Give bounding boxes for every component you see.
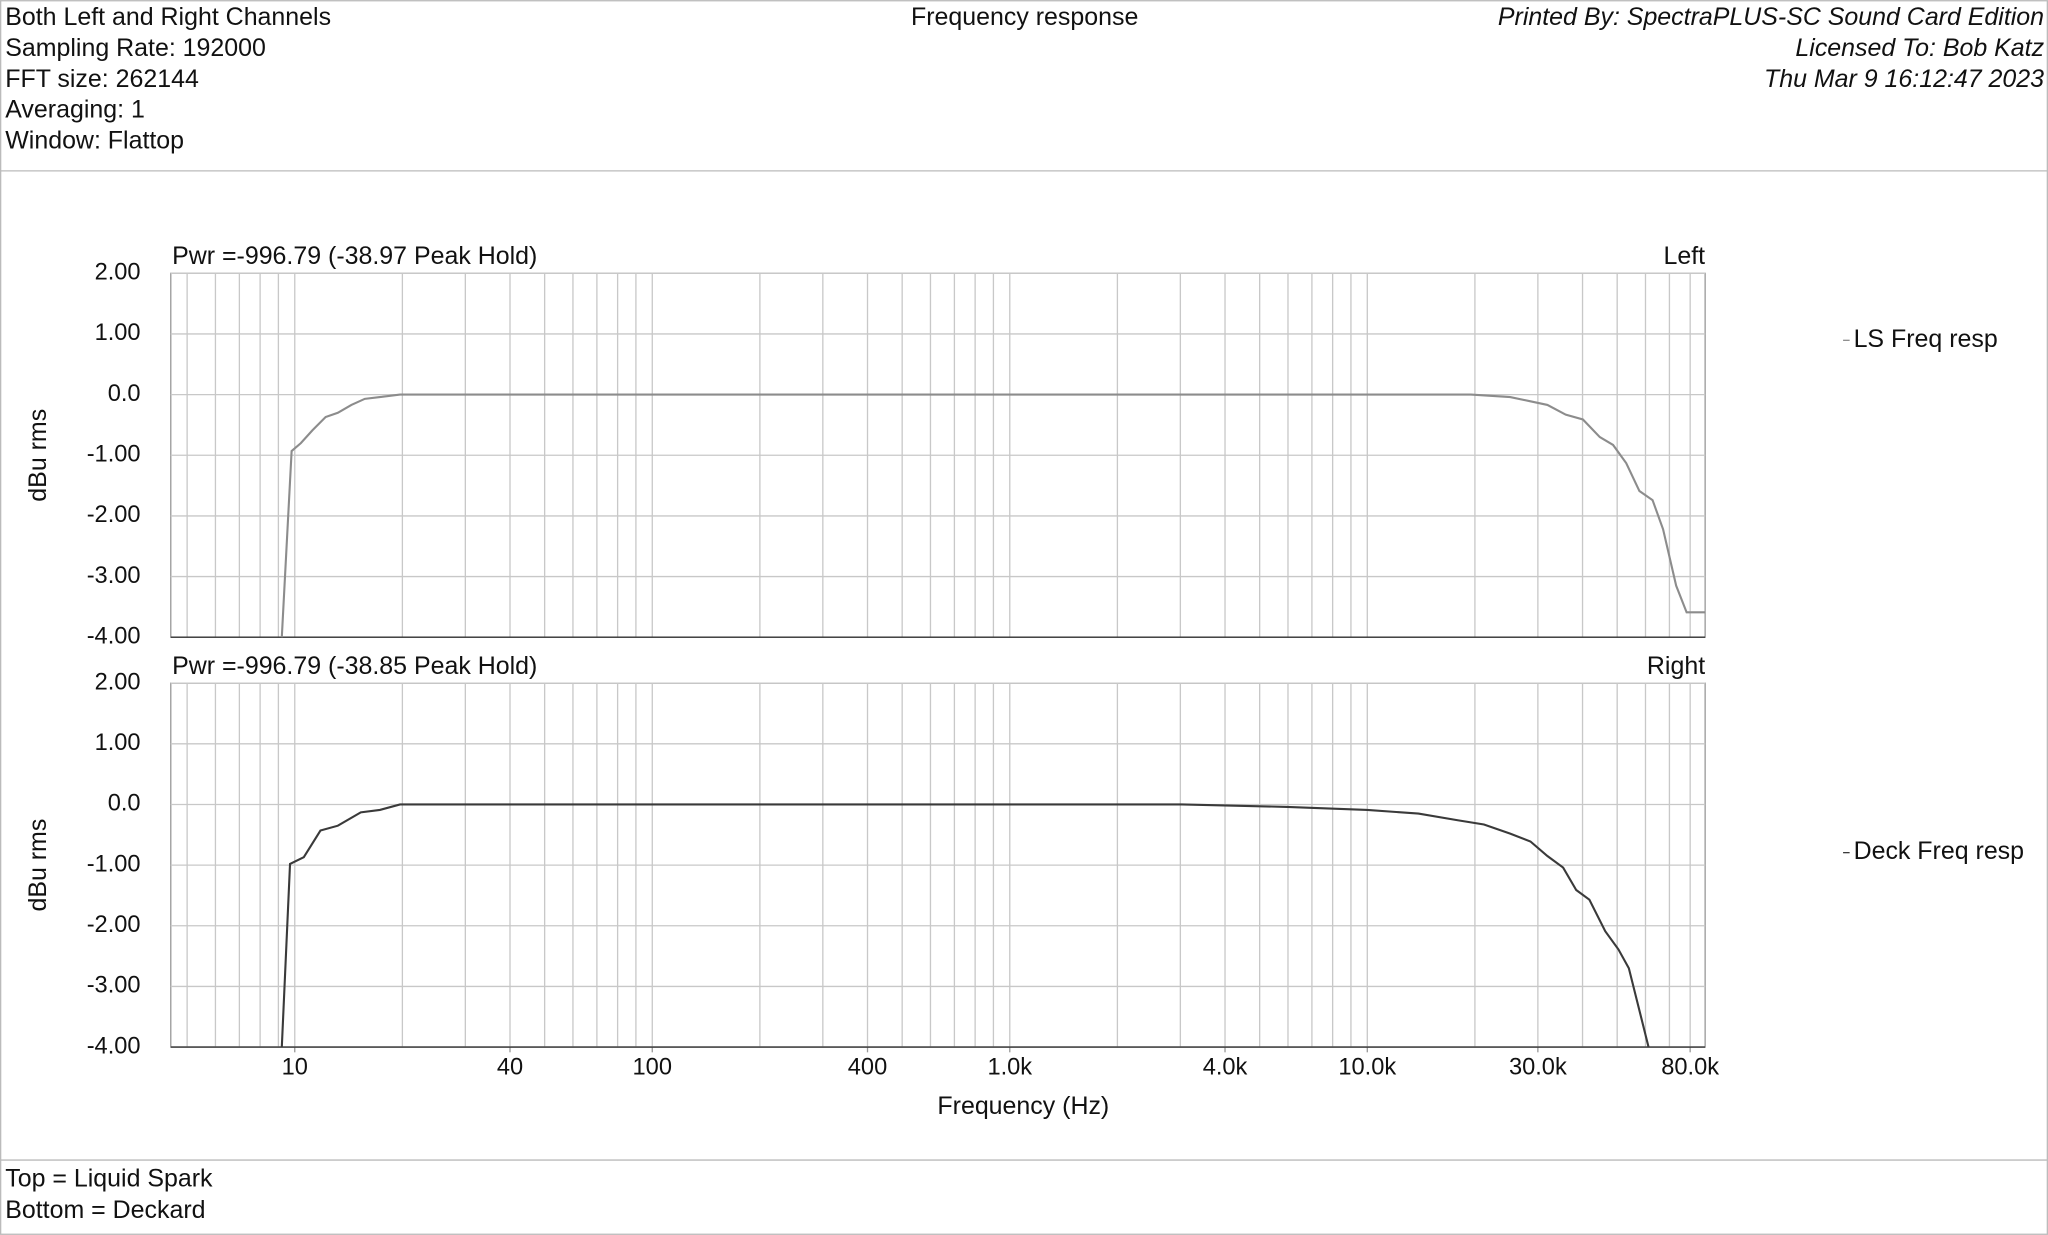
y-tick-label: -3.00 [87, 563, 141, 589]
y-tick-label: -4.00 [87, 623, 141, 649]
y-tick-label: -1.00 [87, 442, 141, 468]
x-tick-label: 400 [848, 1054, 887, 1080]
info-line: FFT size: 262144 [5, 65, 199, 93]
y-tick-label: -1.00 [87, 851, 141, 877]
legend-label: Deck Freq resp [1854, 837, 2024, 865]
x-tick-label: 4.0k [1203, 1054, 1248, 1080]
channel-label: Right [1647, 652, 1705, 680]
channel-label: Left [1664, 242, 1706, 270]
y-tick-label: 0.0 [108, 381, 141, 407]
y-tick-label: -3.00 [87, 973, 141, 999]
response-line [280, 803, 1650, 1048]
y-tick-label: 2.00 [95, 260, 141, 286]
y-tick-label: 2.00 [95, 669, 141, 695]
footer-line: Top = Liquid Spark [5, 1164, 213, 1192]
y-axis-label: dBu rms [24, 819, 52, 912]
x-tick-label: 1.0k [987, 1054, 1032, 1080]
print-line: Licensed To: Bob Katz [1795, 34, 2044, 62]
x-tick-label: 10 [282, 1054, 308, 1080]
print-line: Printed By: SpectraPLUS-SC Sound Card Ed… [1498, 3, 2044, 31]
y-tick-label: -4.00 [87, 1033, 141, 1059]
title: Frequency response [911, 3, 1138, 31]
x-tick-label: 40 [497, 1054, 523, 1080]
y-tick-label: 1.00 [95, 320, 141, 346]
x-axis-label: Frequency (Hz) [937, 1092, 1109, 1120]
x-tick-label: 100 [633, 1054, 672, 1080]
subtitle: Pwr =-996.79 (-38.85 Peak Hold) [172, 652, 537, 680]
response-line [280, 393, 1706, 638]
info-line: Sampling Rate: 192000 [5, 34, 266, 62]
y-axis-label: dBu rms [24, 409, 52, 502]
y-tick-label: -2.00 [87, 912, 141, 938]
subtitle: Pwr =-996.79 (-38.97 Peak Hold) [172, 242, 537, 270]
info-line: Both Left and Right Channels [5, 3, 331, 31]
legend-label: LS Freq resp [1854, 325, 1998, 353]
info-line: Averaging: 1 [5, 96, 145, 124]
x-tick-label: 10.0k [1338, 1054, 1396, 1080]
x-tick-label: 80.0k [1661, 1054, 1719, 1080]
print-line: Thu Mar 9 16:12:47 2023 [1764, 65, 2044, 93]
x-tick-label: 30.0k [1509, 1054, 1567, 1080]
footer-line: Bottom = Deckard [5, 1196, 205, 1224]
y-tick-label: 1.00 [95, 730, 141, 756]
y-tick-label: -2.00 [87, 502, 141, 528]
info-line: Window: Flattop [5, 127, 184, 155]
y-tick-label: 0.0 [108, 791, 141, 817]
